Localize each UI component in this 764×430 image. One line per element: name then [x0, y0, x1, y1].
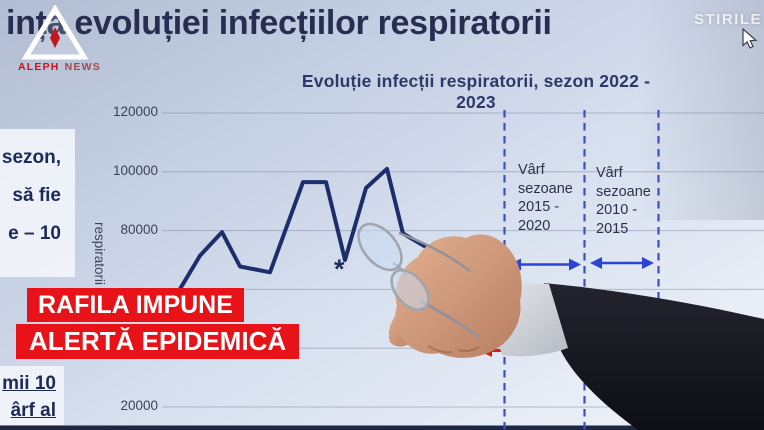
y-axis-tick-label: 100000	[112, 162, 158, 178]
panel-text-line: sezon,	[1, 147, 61, 168]
aleph-logo-wordmark: ALEPH NEWS	[18, 61, 101, 73]
eyeglasses	[357, 222, 480, 339]
annotation-varf-2015-2020: Vârf sezoane 2015 - 2020	[518, 162, 573, 234]
asterisk-annotation: *	[334, 254, 345, 284]
left-panel-top: sezon, să fie e – 10	[0, 129, 75, 277]
slide-footer-bar	[0, 425, 764, 430]
annotation-varf-2010-2015: Vârf sezoane 2010 - 2015	[596, 165, 651, 237]
hand	[395, 234, 522, 358]
aleph-logo-icon	[22, 5, 89, 60]
y-axis-tick-label: 120000	[112, 104, 158, 119]
aleph-news-logo: ALEPH NEWS	[14, 3, 110, 77]
lens	[357, 222, 403, 272]
logo-text-aleph: ALEPH	[18, 61, 60, 73]
y-axis-tick-label: 80000	[120, 221, 158, 237]
infections-line-series	[176, 166, 430, 295]
screen-shading	[614, 0, 764, 220]
left-panel-bottom: mii 10 ârf al	[0, 366, 64, 425]
panel-text-line: mii 10	[2, 373, 56, 394]
range-arrow-2015-2020	[509, 258, 581, 271]
y-axis-tick-label: 20000	[120, 398, 158, 413]
panel-text-line: să fie	[12, 185, 61, 206]
y-axis-title: respiratorii	[92, 222, 107, 286]
presenter-hand	[357, 222, 764, 430]
finger-creases	[427, 345, 480, 354]
panel-text-line: e – 10	[8, 223, 61, 244]
banner-line2: ALERTĂ EPIDEMICĂ	[16, 324, 300, 359]
logo-text-news: NEWS	[64, 61, 101, 73]
banner-line1: RAFILA IMPUNE	[27, 288, 244, 322]
suit-sleeve	[544, 283, 764, 430]
headline: ința evoluției infecțiilor respiratorii	[6, 4, 552, 42]
channel-watermark: STIRILE	[694, 11, 763, 28]
mouse-cursor-icon	[742, 28, 758, 49]
panel-text-line: ârf al	[10, 400, 56, 421]
chart-title: Evoluție infecții respiratorii, sezon 20…	[301, 71, 651, 112]
range-arrow-2010-2015	[590, 257, 654, 269]
lens	[390, 269, 430, 311]
